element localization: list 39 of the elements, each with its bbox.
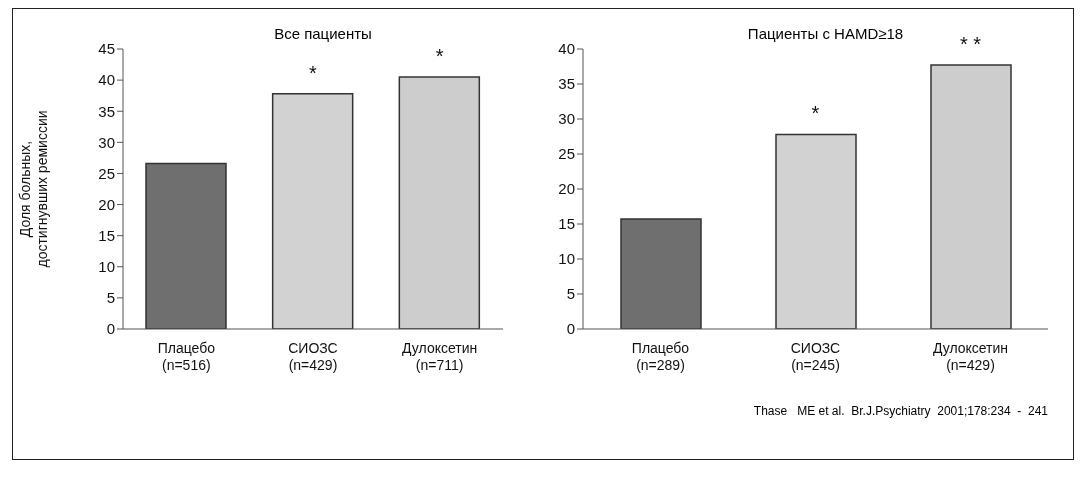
x-tick-label: Дулоксетин (n=711) bbox=[402, 340, 478, 373]
bar bbox=[145, 162, 227, 329]
bar bbox=[271, 93, 354, 329]
x-tick-label: СИОЗС (n=429) bbox=[288, 340, 338, 373]
y-tick-label: 25 bbox=[98, 164, 115, 182]
y-tick-label: 35 bbox=[558, 75, 575, 93]
y-tick-label: 10 bbox=[98, 258, 115, 276]
chart-title: Пациенты с HAMD≥18 bbox=[747, 25, 904, 42]
y-tick-label: 30 bbox=[98, 133, 115, 151]
y-tick-label: 25 bbox=[558, 145, 575, 163]
y-axis-title: Доля больных, достигнувших ремиссии bbox=[17, 110, 50, 268]
y-tick-label: 20 bbox=[98, 195, 115, 213]
y-tick-label: 40 bbox=[558, 40, 575, 58]
text: Thase ME et al. Br.J.Psychiatry 2001;178:234 - 241 bbox=[753, 404, 1048, 418]
y-tick-label: 15 bbox=[558, 215, 575, 233]
bar bbox=[620, 218, 702, 329]
y-tick-label: 15 bbox=[98, 226, 115, 244]
x-tick-label: Дулоксетин (n=429) bbox=[932, 340, 1009, 373]
y-tick-label: 30 bbox=[558, 110, 575, 128]
y-tick-label: 0 bbox=[566, 320, 575, 338]
annotation: * bbox=[811, 102, 820, 125]
y-tick-label: 35 bbox=[98, 102, 115, 120]
bar bbox=[775, 133, 857, 329]
annotation: * * bbox=[959, 33, 982, 56]
y-tick-label: 40 bbox=[98, 71, 115, 89]
x-tick-label: Плацебо (n=289) bbox=[631, 340, 690, 373]
x-tick-label: СИОЗС (n=245) bbox=[790, 340, 841, 373]
y-tick-label: 20 bbox=[558, 180, 575, 198]
y-tick-label: 45 bbox=[98, 40, 115, 58]
y-tick-label: 5 bbox=[566, 285, 575, 303]
x-tick-label: Плацебо (n=516) bbox=[157, 340, 216, 373]
y-tick-label: 0 bbox=[106, 320, 115, 338]
bar bbox=[930, 64, 1012, 329]
bar bbox=[398, 76, 481, 329]
annotation: * bbox=[435, 45, 444, 67]
y-tick-label: 10 bbox=[558, 250, 575, 268]
chart-title: Все пациенты bbox=[273, 25, 373, 42]
annotation: * bbox=[309, 61, 318, 84]
y-tick-label: 5 bbox=[106, 289, 115, 307]
